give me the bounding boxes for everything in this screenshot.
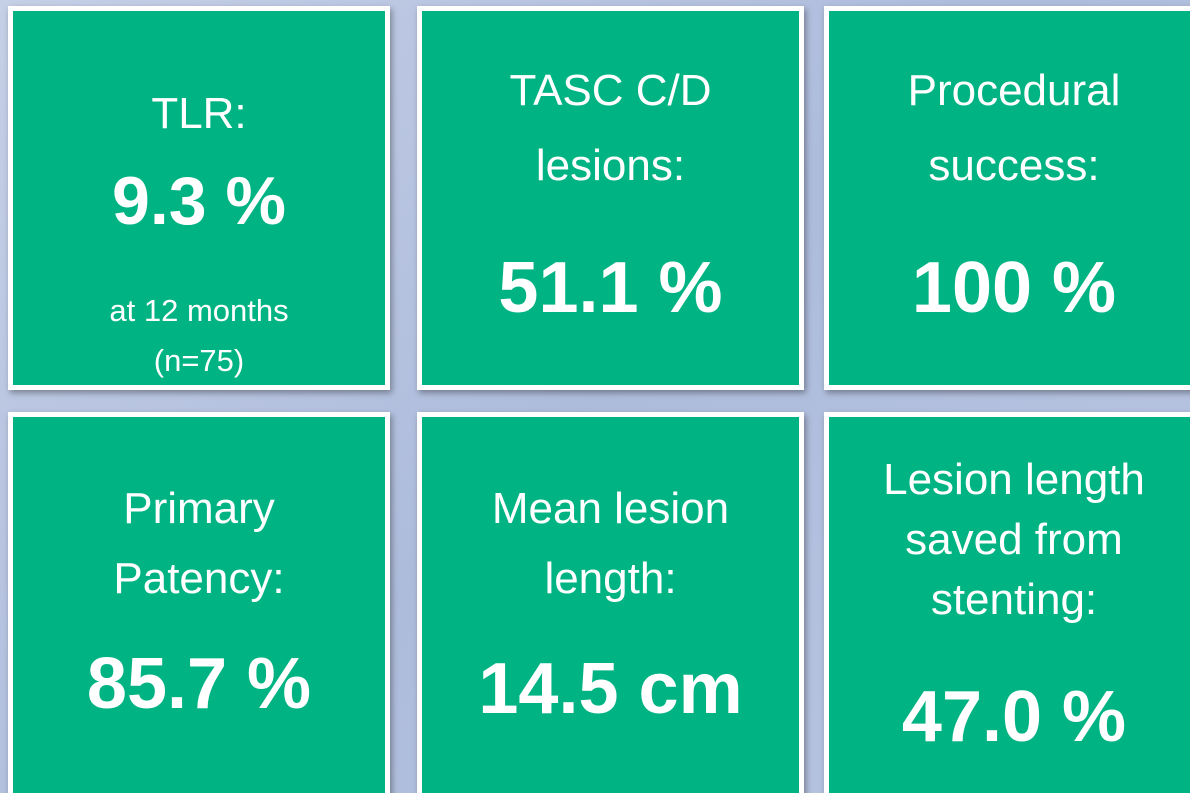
tile-label: TASC C/D xyxy=(509,66,712,115)
tile-label: TLR: xyxy=(151,89,247,138)
stat-tile: Lesion length saved from stenting: 47.0 % xyxy=(824,412,1190,793)
tile-value: 51.1 % xyxy=(498,248,723,328)
tile-value: 9.3 % xyxy=(112,163,286,239)
tile-value: 14.5 cm xyxy=(478,649,743,729)
tile-label: success: xyxy=(928,141,1100,190)
stat-tile: Procedural success: 100 % xyxy=(824,6,1190,390)
stat-tile: Primary Patency: 85.7 % xyxy=(8,412,390,793)
tile-note: at 12 months xyxy=(109,293,289,328)
stat-tile: Mean lesion length: 14.5 cm xyxy=(417,412,804,793)
tile-label: length: xyxy=(544,554,677,603)
tile-label: Primary xyxy=(123,484,275,533)
tile-label: stenting: xyxy=(930,575,1098,624)
tile-value: 85.7 % xyxy=(86,644,312,724)
tile-label: Procedural xyxy=(907,66,1121,115)
tile-label: Lesion length xyxy=(883,455,1145,504)
stat-tile: TLR: 9.3 % at 12 months (n=75) xyxy=(8,6,390,390)
tile-value: 100 % xyxy=(911,248,1117,328)
tile-label: lesions: xyxy=(535,141,686,190)
tile-value: 47.0 % xyxy=(901,677,1127,757)
tile-label: Mean lesion xyxy=(491,484,730,533)
tile-label: saved from xyxy=(905,515,1123,564)
stat-tile: TASC C/D lesions: 51.1 % xyxy=(417,6,804,390)
tile-note: (n=75) xyxy=(153,343,245,378)
tile-label: Patency: xyxy=(113,554,285,603)
